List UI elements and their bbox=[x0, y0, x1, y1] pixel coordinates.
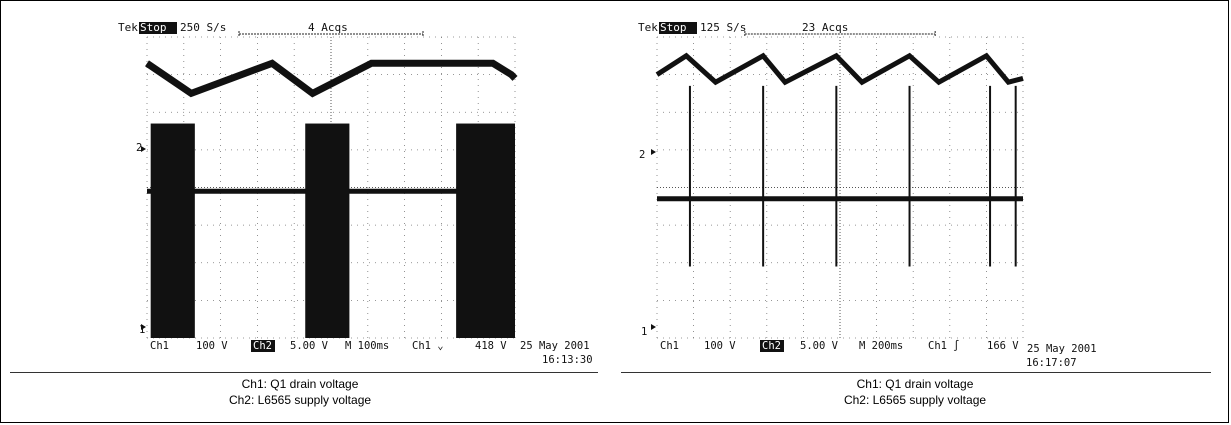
header-brand: Tek bbox=[118, 21, 138, 34]
caption-ch1: Ch1: Q1 drain voltage bbox=[241, 377, 359, 391]
stop-badge-bg bbox=[139, 22, 177, 34]
footer-ch2: Ch2 bbox=[253, 340, 272, 352]
footer-date: 25 May 2001 bbox=[520, 340, 590, 352]
plot-area-right bbox=[651, 31, 1024, 339]
ch1-marker: 1 bbox=[641, 326, 647, 338]
ch2-ground-arrow bbox=[141, 146, 146, 152]
scope-capture-right: Tek Stop 125 S/s 23 Acqs 2 1 Ch1 100 V C… bbox=[638, 21, 1097, 369]
plot-area-left bbox=[141, 31, 518, 339]
stop-badge-bg bbox=[659, 22, 697, 34]
header-acqs: 23 Acqs bbox=[802, 21, 848, 34]
caption-ch2: Ch2: L6565 supply voltage bbox=[228, 393, 372, 407]
caption-ch2: Ch2: L6565 supply voltage bbox=[843, 393, 987, 407]
footer-ch1-scale: 100 V bbox=[704, 340, 736, 352]
header-acqs: 4 Acqs bbox=[308, 21, 348, 34]
ch1-ground-arrow bbox=[141, 324, 146, 330]
footer-trigger: Ch1 ∫ bbox=[928, 339, 960, 352]
header-brand: Tek bbox=[638, 21, 658, 34]
footer-ch1-scale: 100 V bbox=[196, 340, 228, 352]
ch2-ground-arrow bbox=[651, 149, 656, 155]
series-ch1-switching-burst bbox=[305, 123, 350, 338]
scope-panel-right: Tek Stop 125 S/s 23 Acqs 2 1 Ch1 100 V C… bbox=[615, 0, 1215, 425]
header-rate: 250 S/s bbox=[180, 21, 226, 34]
footer-date: 25 May 2001 bbox=[1027, 343, 1097, 355]
trigger-window-bracket bbox=[744, 31, 936, 37]
footer-time: 16:17:07 bbox=[1026, 357, 1077, 369]
footer-ch2: Ch2 bbox=[762, 340, 781, 352]
ch2-marker: 2 bbox=[136, 142, 142, 154]
series-ch1-switching-burst bbox=[456, 123, 515, 338]
series-ch2-line bbox=[655, 52, 1024, 86]
ch1-ground-arrow bbox=[651, 324, 656, 330]
footer-trigger-level: 166 V bbox=[987, 340, 1019, 352]
series-ch2-line bbox=[145, 59, 518, 98]
header-state: Stop bbox=[140, 21, 167, 34]
footer-ch2-scale: 5.00 V bbox=[800, 340, 839, 352]
series-ch1-switching-burst bbox=[150, 123, 195, 338]
header-state: Stop bbox=[660, 21, 687, 34]
header-rate: 125 S/s bbox=[700, 21, 746, 34]
scope-panel-left: Tek Stop 250 S/s 4 Acqs 2 1 Ch1 100 V Ch… bbox=[0, 0, 600, 425]
footer-timebase: M 200ms bbox=[859, 340, 903, 352]
scope-capture-left: Tek Stop 250 S/s 4 Acqs 2 1 Ch1 100 V Ch… bbox=[118, 21, 593, 366]
footer-ch1: Ch1 bbox=[660, 340, 679, 352]
footer-ch2-scale: 5.00 V bbox=[290, 340, 329, 352]
caption-divider bbox=[621, 372, 1211, 373]
caption-divider bbox=[10, 372, 598, 373]
footer-time: 16:13:30 bbox=[542, 354, 593, 366]
footer-timebase: M 100ms bbox=[345, 340, 389, 352]
footer-trigger: Ch1 ⌄ bbox=[412, 340, 444, 352]
ch2-badge-bg bbox=[251, 340, 275, 352]
caption-ch1: Ch1: Q1 drain voltage bbox=[856, 377, 974, 391]
footer-trigger-level: 418 V bbox=[475, 340, 507, 352]
ch1-marker: 1 bbox=[139, 324, 145, 336]
ch2-badge-bg bbox=[760, 340, 784, 352]
ch2-marker: 2 bbox=[639, 149, 645, 161]
footer-ch1: Ch1 bbox=[150, 340, 169, 352]
trigger-window-bracket bbox=[238, 31, 424, 37]
